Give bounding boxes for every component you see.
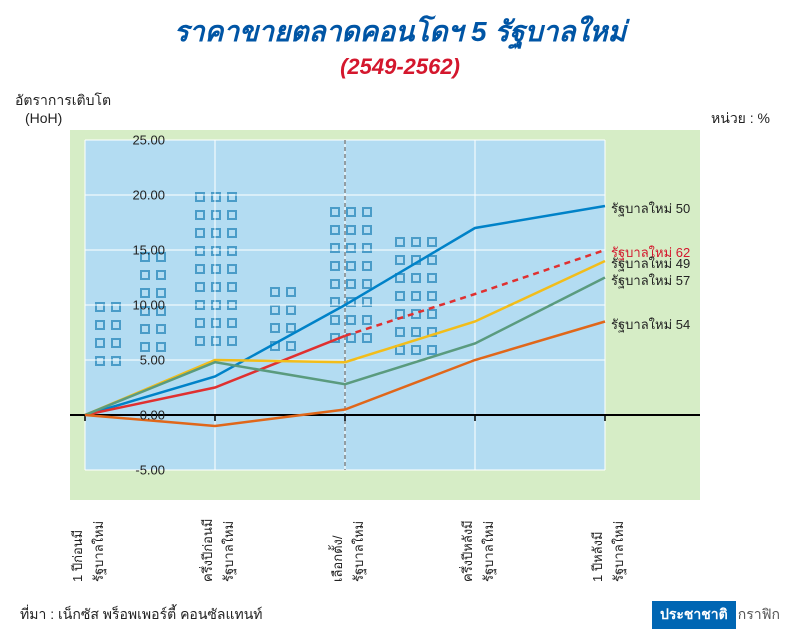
y-tick: 5.00 [105, 353, 165, 368]
y-tick: 10.00 [105, 298, 165, 313]
x-tick: 1 ปีหลังมีรัฐบาลใหม่ [587, 482, 629, 582]
x-tick: ครึ่งปีหลังมีรัฐบาลใหม่ [457, 482, 499, 582]
chart-subtitle: (2549-2562) [0, 54, 800, 80]
x-tick: ครึ่งปีก่อนมีรัฐบาลใหม่ [197, 482, 239, 582]
chart-title: ราคาขายตลาดคอนโดฯ 5 รัฐบาลใหม่ [0, 0, 800, 54]
y-tick: 20.00 [105, 188, 165, 203]
y-tick: 25.00 [105, 133, 165, 148]
y-tick: -5.00 [105, 463, 165, 478]
x-tick: 1 ปีก่อนมีรัฐบาลใหม่ [67, 482, 109, 582]
logo-box: ประชาชาติ [652, 601, 736, 629]
yaxis-label-2: (HoH) [25, 110, 62, 126]
logo-text: กราฟิก [736, 604, 780, 626]
series-label: รัฐบาลใหม่ 54 [611, 314, 690, 335]
y-tick: 15.00 [105, 243, 165, 258]
series-label: รัฐบาลใหม่ 50 [611, 198, 690, 219]
yaxis-label-1: อัตราการเติบโต [15, 90, 111, 112]
publisher-logo: ประชาชาติ กราฟิก [652, 601, 780, 629]
x-tick: เลือกตั้ง/รัฐบาลใหม่ [327, 482, 369, 582]
chart-area [70, 130, 700, 500]
source-text: ที่มา : เน็กซัส พร็อพเพอร์ตี้ คอนซัลแทนท… [20, 604, 263, 626]
y-tick: 0.00 [105, 408, 165, 423]
unit-label: หน่วย : % [711, 108, 770, 130]
series-label: รัฐบาลใหม่ 57 [611, 270, 690, 291]
